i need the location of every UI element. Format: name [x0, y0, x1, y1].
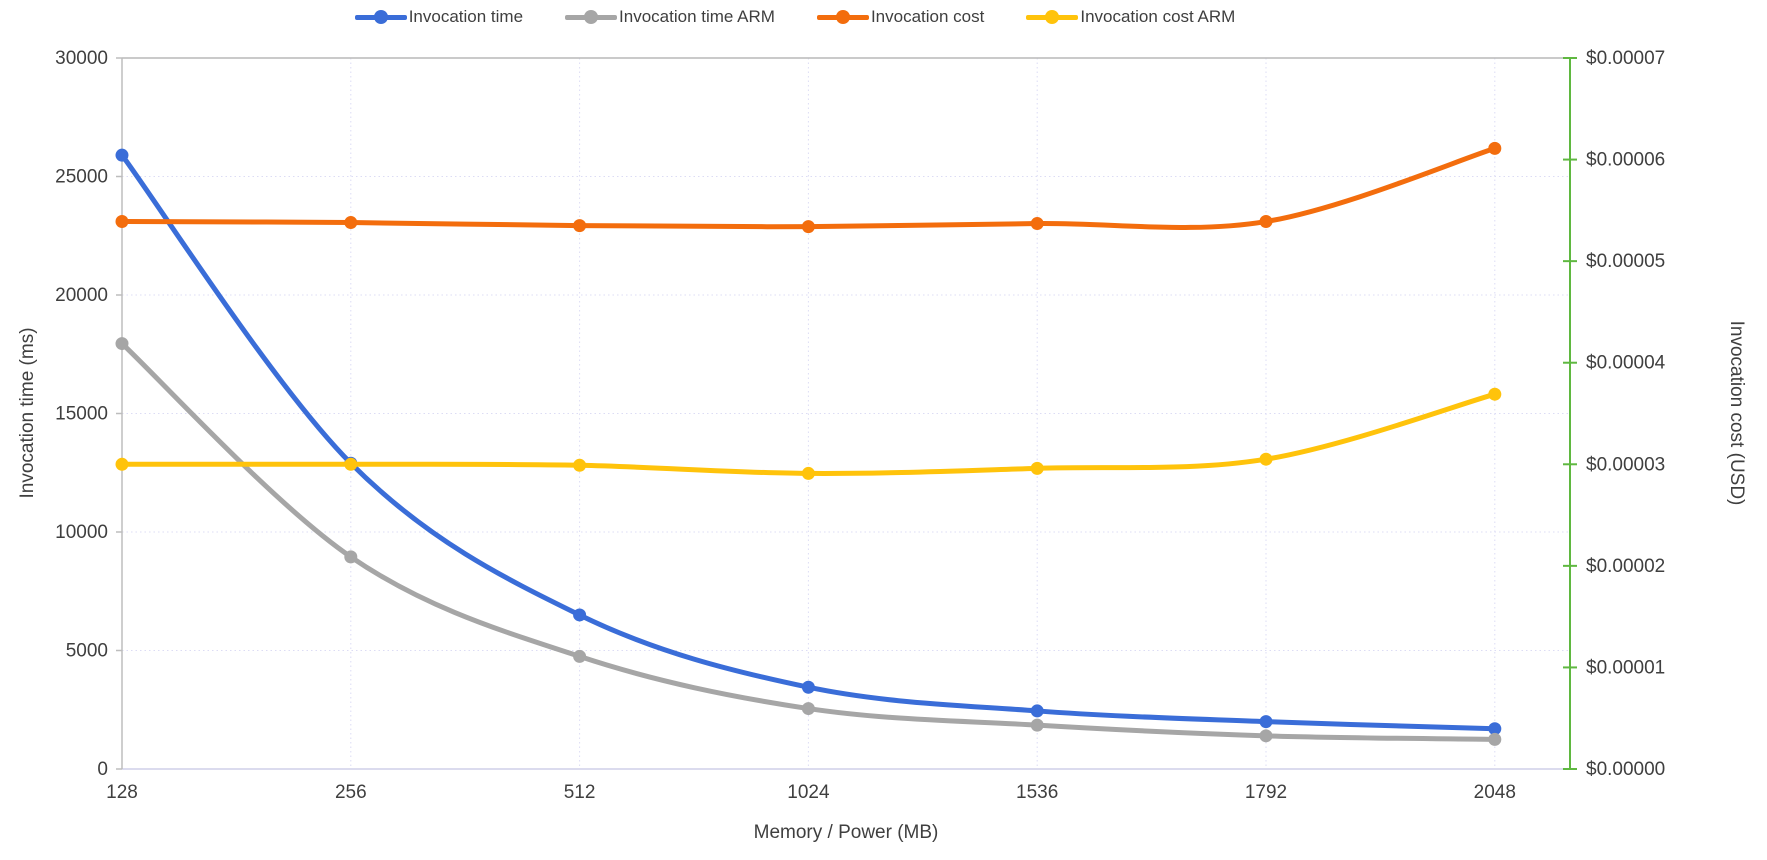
data-point[interactable] — [1488, 387, 1502, 401]
y-axis-left-tick-label: 25000 — [55, 167, 108, 188]
y-axis-left-tick-label: 30000 — [55, 48, 108, 69]
data-point[interactable] — [1259, 215, 1273, 229]
series-line-3[interactable] — [119, 391, 1498, 476]
data-point[interactable] — [801, 220, 815, 234]
data-point[interactable] — [573, 219, 587, 233]
y-axis-right-tick-label: $0.00007 — [1586, 48, 1665, 69]
x-axis-tick-label: 2048 — [1474, 782, 1516, 803]
y-axis-left-tick-label: 5000 — [66, 641, 108, 662]
data-point[interactable] — [1488, 732, 1502, 746]
y-axis-right-tick-label: $0.00005 — [1586, 251, 1665, 272]
legend-label: Invocation cost ARM — [1080, 7, 1236, 26]
y-axis-right-tick-label: $0.00001 — [1586, 657, 1665, 678]
data-point[interactable] — [344, 457, 358, 471]
data-point[interactable] — [801, 680, 815, 694]
legend-marker-icon — [816, 10, 869, 24]
data-point[interactable] — [115, 457, 129, 471]
data-point[interactable] — [1030, 704, 1044, 718]
data-point[interactable] — [1030, 217, 1044, 231]
data-point[interactable] — [344, 216, 358, 230]
data-point[interactable] — [1259, 729, 1273, 743]
data-point[interactable] — [801, 702, 815, 716]
y-axis-left-tick-label: 15000 — [55, 404, 108, 425]
legend-dot-icon — [373, 10, 388, 24]
legend-dot-icon — [584, 10, 599, 24]
legend-item-0[interactable]: Invocation time — [354, 7, 524, 27]
data-point[interactable] — [573, 458, 587, 472]
legend-dot-icon — [835, 10, 850, 24]
legend-item-2[interactable]: Invocation cost — [816, 7, 985, 27]
x-axis-tick-label: 1792 — [1245, 782, 1287, 803]
data-point[interactable] — [573, 649, 587, 663]
chart-legend: Invocation time Invocation time ARM Invoca… — [0, 3, 1590, 31]
data-point[interactable] — [1030, 718, 1044, 732]
x-axis-tick-label: 512 — [564, 782, 596, 803]
y-axis-right-tick-label: $0.00004 — [1586, 353, 1666, 374]
y-axis-left-tick-label: 10000 — [55, 522, 108, 543]
y-axis-title-left: Invocation time (ms) — [17, 327, 38, 499]
data-point[interactable] — [573, 608, 587, 622]
data-point[interactable] — [1488, 141, 1502, 155]
data-point[interactable] — [115, 337, 129, 351]
legend-marker-icon — [354, 10, 407, 24]
x-axis-tick-label: 1536 — [1016, 782, 1058, 803]
y-axis-left-tick-label: 20000 — [55, 285, 108, 306]
y-axis-title-right: Invocation cost (USD) — [1726, 320, 1747, 506]
x-axis-tick-label: 128 — [106, 782, 138, 803]
data-point[interactable] — [344, 550, 358, 564]
x-axis-title: Memory / Power (MB) — [753, 822, 939, 843]
legend-marker-icon — [565, 10, 618, 24]
legend-label: Invocation cost — [870, 7, 985, 26]
legend-dot-icon — [1045, 10, 1060, 24]
y-axis-right-tick-label: $0.00003 — [1586, 454, 1665, 475]
legend-label: Invocation time ARM — [619, 7, 775, 26]
legend-marker-icon — [1026, 10, 1079, 24]
data-point[interactable] — [115, 215, 129, 229]
legend-item-3[interactable]: Invocation cost ARM — [1026, 7, 1235, 27]
y-axis-right-tick-label: $0.00006 — [1586, 150, 1665, 171]
data-point[interactable] — [1030, 461, 1044, 475]
legend-item-1[interactable]: Invocation time ARM — [565, 7, 775, 27]
legend-label: Invocation time — [408, 7, 524, 26]
data-point[interactable] — [1488, 722, 1502, 736]
y-axis-right-tick-label: $0.00000 — [1586, 759, 1665, 780]
data-point[interactable] — [1259, 452, 1273, 466]
y-axis-left-tick-label: 0 — [97, 759, 108, 780]
data-point[interactable] — [1259, 715, 1273, 729]
x-axis-tick-label: 256 — [335, 782, 367, 803]
x-axis-tick-label: 1024 — [787, 782, 830, 803]
y-axis-right-tick-label: $0.00002 — [1586, 556, 1665, 577]
data-point[interactable] — [801, 466, 815, 480]
data-point[interactable] — [115, 148, 129, 162]
